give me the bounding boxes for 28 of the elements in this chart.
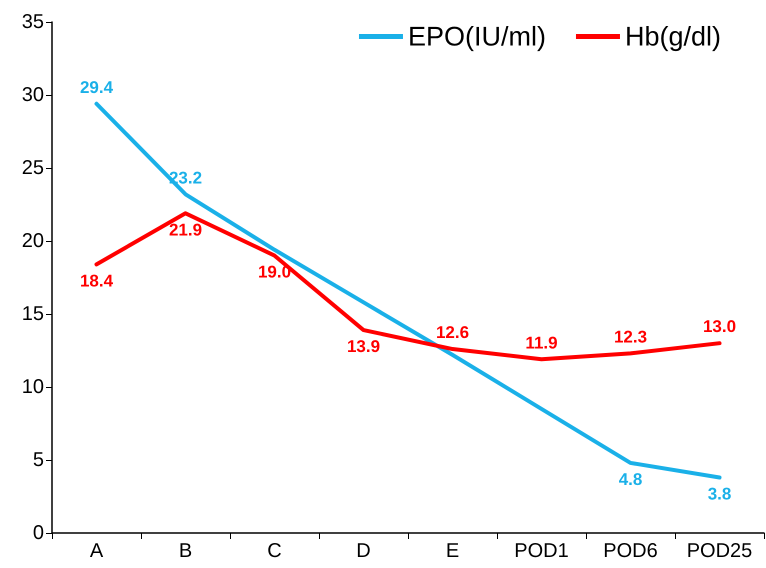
data-label: 29.4: [80, 78, 114, 97]
x-tick-label: POD6: [603, 540, 658, 562]
y-tick-label: 5: [32, 449, 44, 471]
data-label: 3.8: [708, 484, 732, 504]
data-label: 21.9: [168, 220, 202, 240]
data-label: 13.9: [346, 337, 380, 356]
x-tick-label: E: [446, 540, 460, 562]
x-tick-label: B: [178, 540, 192, 562]
x-tick-label: C: [267, 540, 282, 562]
x-tick-label: D: [356, 540, 371, 562]
data-label: 13.0: [702, 317, 736, 336]
y-tick-label: 20: [22, 230, 44, 252]
x-tick-label: POD25: [686, 540, 752, 562]
x-tick-label: POD1: [514, 540, 569, 562]
data-label: 12.3: [614, 327, 648, 346]
y-tick-label: 10: [22, 376, 44, 398]
data-label: 4.8: [618, 470, 642, 489]
data-label: 18.4: [80, 271, 114, 290]
legend-label: Hb(g/dl): [624, 22, 721, 52]
legend-label: EPO(IU/ml): [408, 22, 546, 52]
x-tick-label: A: [90, 540, 104, 562]
y-tick-label: 25: [22, 157, 44, 179]
y-tick-label: 30: [22, 84, 44, 106]
data-label: 12.6: [436, 323, 470, 342]
y-tick-label: 0: [32, 522, 44, 544]
y-tick-label: 35: [22, 11, 44, 33]
data-label: 11.9: [525, 333, 558, 352]
y-tick-label: 15: [22, 303, 44, 325]
